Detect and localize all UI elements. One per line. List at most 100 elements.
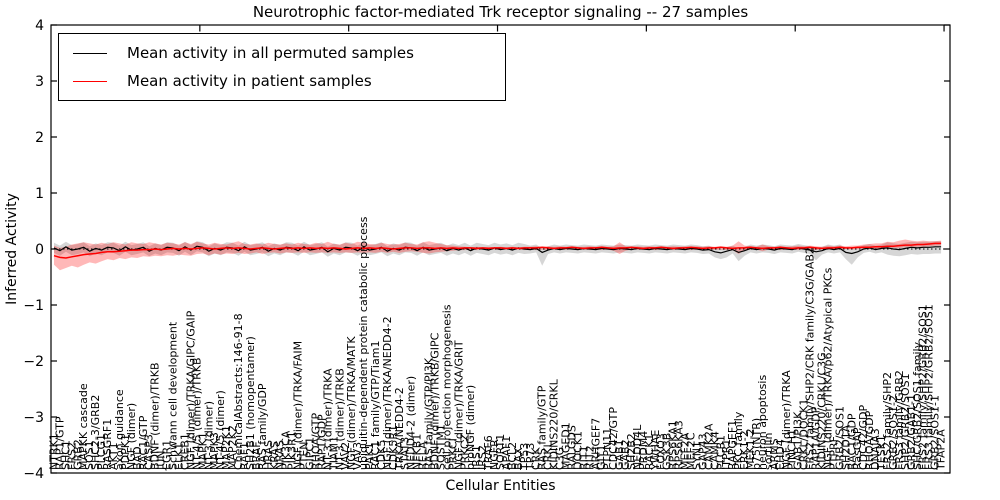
x-category-label: NGF (dimer) — [125, 403, 138, 470]
x-category-label: BRAF — [250, 441, 263, 470]
x-category-label: NGF (dimer)/TRKA/p62/Atypical PKCs — [822, 267, 835, 470]
x-category-label: IRS2 — [476, 445, 489, 470]
x-category-label: TIAM1 — [327, 436, 340, 471]
x-category-label: GAB2 — [619, 439, 632, 470]
x-category-label: GRB2/SOS1 — [833, 406, 846, 470]
x-category-label: PTPN11 — [601, 428, 614, 470]
x-category-label: MAP2K2 — [226, 425, 239, 470]
x-category-label: FRS2 — [65, 442, 78, 470]
x-category-label: RAF1 — [238, 442, 251, 470]
x-category-label: CRKL — [542, 440, 555, 470]
x-category-label: MEF2A — [679, 432, 692, 470]
x-category-label: SORT1 — [494, 434, 507, 470]
x-category-label: SHP2/GRB2/SOS1 — [899, 373, 912, 470]
x-category-label: GIPC1 — [304, 437, 317, 470]
x-category-label: GRB2/SOS1-2 — [887, 395, 900, 470]
y-tick-label: −4 — [23, 466, 44, 482]
x-category-label: SH2B1 (homopentamer) — [244, 336, 257, 470]
x-category-label: MAPK1 — [196, 432, 209, 470]
x-category-label: GIT1 — [595, 445, 608, 471]
x-category-label: JUN — [155, 450, 168, 471]
x-category-label: FRS2 family/SHP2/GRB2/SOS1 — [917, 304, 930, 470]
patient-mean-line — [53, 242, 942, 259]
x-category-label: NGFR — [488, 439, 501, 470]
y-tick-label: 0 — [35, 242, 44, 258]
x-category-label: CREB1 — [179, 433, 192, 470]
x-category-label: PAK1 — [363, 442, 376, 470]
x-category-label: RPS6KA1 — [667, 420, 680, 470]
x-category-label: FRS2 family/SHP2 — [881, 372, 894, 470]
x-category-label: MAP2K1 — [220, 425, 233, 470]
x-category-label: CASP3 — [143, 434, 156, 470]
x-category-label: TFAP2A — [935, 429, 948, 471]
patient-line-swatch-icon — [73, 80, 107, 82]
x-category-label: BDNF (dimer)/TRKB — [149, 362, 162, 470]
x-category-label: RAS family/GTP/PI3K — [423, 357, 436, 470]
x-category-label: neuron apoptosis — [756, 375, 769, 470]
x-category-label: NT-3 (dimer) — [202, 401, 215, 470]
x-category-label: SH2B2 — [625, 433, 638, 470]
x-category-label: FRS2 family/SHP2/CRK family/C3G/GAB2 — [804, 247, 817, 470]
x-category-label: HRAS — [262, 440, 275, 470]
x-category-label: TRKA/NEDD4-2 — [393, 387, 406, 471]
x-category-label: RPS6KA3 — [673, 420, 686, 470]
x-category-label: PLCB1 — [714, 435, 727, 470]
x-category-label: VAV3 — [351, 442, 364, 470]
x-category-label: PINCH1 — [786, 429, 799, 470]
x-category-label: FRS3 family/SHP2/GRB2/SOS1 — [923, 304, 936, 470]
x-category-label: PTEN — [298, 441, 311, 470]
x-category-label: NGF (dimer)/TRKA/GRIT — [452, 340, 465, 470]
y-tick-label: 1 — [35, 186, 44, 202]
x-category-label: FRS3 family/GRB2 — [893, 370, 906, 470]
legend: Mean activity in all permuted samples Me… — [58, 33, 506, 101]
x-category-label: C3G — [554, 447, 567, 470]
x-category-label: MAGED1 — [560, 422, 573, 470]
chart-title: Neurotrophic factor-mediated Trk recepto… — [252, 3, 749, 21]
x-category-label: CDK5R1 — [387, 425, 400, 470]
x-category-label: NGF (dimer)/TRKA — [780, 370, 793, 470]
x-category-label: PIK3CA — [280, 430, 293, 470]
x-category-label: SQSTM1 — [435, 424, 448, 470]
x-category-label: NT-3 (dimer)/TRKA — [321, 368, 334, 470]
x-category-label: RAP1A/GDP — [810, 406, 823, 470]
x-category-label: SHC2-3/GRB2 — [89, 395, 102, 470]
y-tick-label: −3 — [23, 410, 44, 426]
x-category-label: TESK1 — [875, 435, 888, 471]
x-category-label: SH2D1A — [839, 424, 852, 470]
x-category-label: ELK1 — [173, 443, 186, 470]
x-category-label: ERK1-2 — [738, 430, 751, 470]
x-category-label: GRB2/SOS1-1 — [929, 395, 942, 470]
x-category-label: NFKB1 — [411, 434, 424, 470]
x-category-label: SHC1 — [59, 440, 72, 470]
x-category-label: PDPK1 — [119, 434, 132, 470]
x-category-label: NGF (dimer)/TRKA/MATK — [345, 336, 358, 470]
x-category-label: BAD — [131, 446, 144, 470]
x-category-label: KRAS — [268, 441, 281, 470]
x-category-label: PRKCI — [446, 438, 459, 470]
x-category-label: RHOA/GTP — [309, 413, 322, 470]
x-category-label: NRAS — [274, 440, 287, 470]
x-category-label: RAC1 family/GTP/Tiam1 — [369, 341, 382, 470]
x-category-label: BAX — [512, 447, 525, 470]
x-category-label: RACK1 — [643, 434, 656, 470]
x-category-label: NT-4/5 (dimer) — [214, 390, 227, 470]
x-category-label: GSK3B — [661, 433, 674, 470]
x-category-label: PKC family — [732, 411, 745, 470]
x-category-label: PTPRF — [827, 436, 840, 470]
x-category-label: RIT1 — [577, 445, 590, 470]
x-category-label: Schwann cell development — [167, 321, 180, 470]
permuted-mean-line — [53, 245, 942, 255]
y-tick-label: 3 — [35, 74, 44, 90]
x-category-label: SHC/GRB2/SOS1 family — [911, 341, 924, 470]
x-category-label: AKT1 — [107, 442, 120, 470]
x-category-label: PRKCZ — [458, 433, 471, 470]
x-category-label: NT-3 (dimer)/TRKB — [333, 368, 346, 470]
x-category-label: PLCG1 — [95, 434, 108, 470]
x-category-label: RHOA/GDP — [863, 410, 876, 470]
x-axis-label: Cellular Entities — [445, 478, 556, 494]
legend-label-patient: Mean activity in patient samples — [127, 72, 372, 90]
x-category-label: NT-4/5 (dimer)/TRKB — [190, 357, 203, 470]
x-category-label: GAB1/PI3K — [792, 411, 805, 470]
x-category-label: CRKL/DOCK1 — [798, 399, 811, 470]
